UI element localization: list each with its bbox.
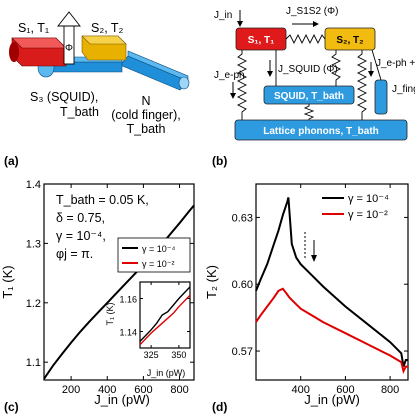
chart-c-xlabel: J_in (pW) [94,392,150,407]
chart-c-ytick-label-1: 1.2 [26,298,41,310]
chart-d-ytick-label-0: 0.57 [232,346,253,358]
panel-label-b: (b) [212,154,227,168]
thermal-diagram: Lattice phonons, T_bath SQUID, T_bath S₁… [214,6,415,141]
chart-inset-xtick-label-1: 350 [171,350,186,360]
chart-c-xtick-label-0: 200 [62,384,80,396]
js1s2-arrow-icon [292,21,319,27]
chart-d-xlabel: J_in (pW) [304,392,360,407]
flux-label: Φ [65,43,73,54]
s1-box-label: S₁, T₁ [248,35,275,46]
chart-c-ytick-label-0: 1.1 [26,357,41,369]
s2-label: S₂, T₂ [91,21,124,35]
param-line-3: γ = 10⁻⁴, [56,229,106,243]
phonons-box-label: Lattice phonons, T_bath [263,126,379,137]
chart-d-frame [255,183,409,381]
chart-d-ylabel: T₂ (K) [204,265,219,299]
chart-d-xtick-label-2: 800 [381,384,399,396]
chart-inset-ylabel: T₁ (K) [105,302,115,325]
jeph-right-label-1: J_e-ph + [376,58,415,69]
n-label-line2: (cold finger), [111,108,180,122]
chart-c-legend: γ = 10⁻⁴ γ = 10⁻² [117,237,191,273]
jin-arrow-icon [237,10,243,27]
js1s2-label: J_S1S2 (Φ) [286,6,338,17]
hysteresis-arrow-icon [304,232,317,262]
legend-c-entry-1: γ = 10⁻⁴ [142,244,176,254]
chart-inset-ytick-label-1: 1.16 [119,295,137,305]
phonons-box [234,119,408,141]
legend-d-entry-1: γ = 10⁻⁴ [348,193,389,205]
chart-inset-frame [139,281,191,349]
chart-inset-xlabel: J_in (pW) [147,368,186,378]
device-schematic: Φ S₁, T₁ S₂, T₂ S₃ (SQUID), T_bath N (co… [9,11,190,136]
chart-d-legend: γ = 10⁻⁴ γ = 10⁻² [322,193,389,221]
chart-inset-xtick-label-0: 325 [144,350,159,360]
jsquid-arrow-icon [267,60,273,77]
chart-c-xtick-label-1: 400 [98,384,116,396]
chart-c-xtick-label-3: 800 [170,384,188,396]
chart-d-xtick-label-1: 600 [336,384,354,396]
param-line-1: T_bath = 0.05 K, [56,193,149,207]
jsquid-label: J_SQUID (Φ) [278,64,338,75]
jeph-left-label: J_e-ph [214,70,245,81]
chart-d-series-line-0 [255,197,408,367]
cold-finger-bar [119,50,190,91]
finger-box [374,79,388,115]
chart-c-frame [43,183,195,381]
chart-inset-series-line-1 [139,294,191,346]
jeph-right-label-2: J_finger [392,84,415,95]
legend-c-entry-2: γ = 10⁻² [142,259,175,269]
chart-d: 400 600 800 0.57 0.60 0.63 J_in (pW) T₂ (K) γ… [204,183,409,407]
legend-d-entry-2: γ = 10⁻² [348,209,388,221]
panel-label-c: (c) [4,400,19,414]
s3-label-line1: S₃ (SQUID), [30,90,98,104]
chart-c-ytick-label-2: 1.3 [26,238,41,250]
chart-d-xtick-label-0: 400 [292,384,310,396]
chart-c-inset: 325 350 1.14 1.16 J_in (pW) T₁ (K) [105,281,191,378]
chart-c-series-line-0 [43,204,195,380]
param-line-2: δ = 0.75, [56,211,105,225]
chart-inset-ytick-label-0: 1.14 [119,328,137,338]
flux-arrow-icon: Φ [57,11,81,65]
n-label-line3: T_bath [127,122,166,136]
s3-label-line2: T_bath [60,105,99,119]
s2-box-label: S₂, T₂ [336,35,363,46]
param-line-4: φj = π. [56,247,93,261]
chart-c-ylabel: T₁ (K) [0,265,15,298]
jin-label: J_in [214,10,232,21]
s2-block [81,35,127,61]
panel-label-d: (d) [212,400,227,414]
squid-box-label: SQUID, T_bath [274,91,344,102]
chart-c-xtick-label-2: 600 [134,384,152,396]
s1-block [9,37,67,67]
s1-label: S₁, T₁ [18,21,49,35]
jeph-right-arrow-icon [368,62,374,77]
panel-label-a: (a) [4,154,19,168]
chart-c-ytick-label-3: 1.4 [26,179,41,191]
jeph-left-arrow-icon [230,82,236,99]
chart-d-ytick-label-2: 0.63 [232,212,253,224]
chart-d-ytick-label-1: 0.60 [232,279,253,291]
chart-d-series-line-1 [255,287,408,374]
n-label-line1: N [141,94,150,108]
chart-c: 200 400 600 800 1.1 1.2 1.3 1.4 J_in (pW) T₁ (K… [0,179,195,407]
chart-inset-series-line-0 [139,286,191,342]
